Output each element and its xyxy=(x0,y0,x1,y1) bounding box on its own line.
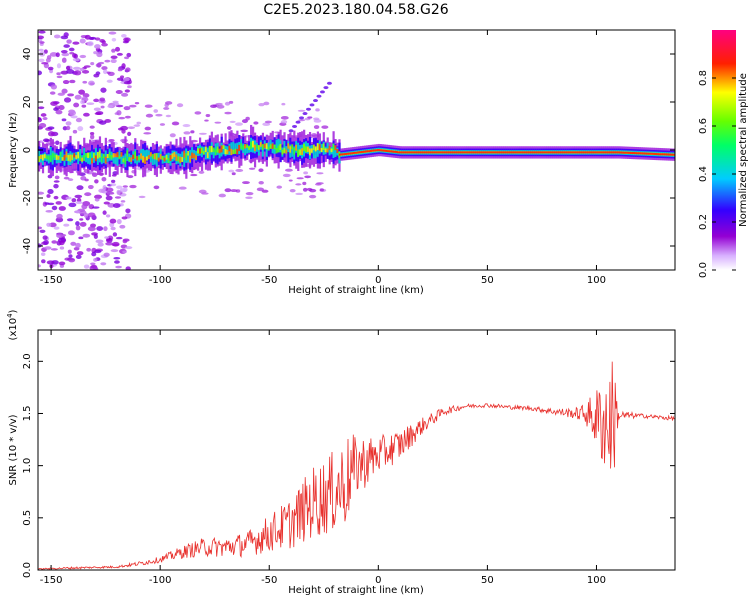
snr-axes-frame xyxy=(37,329,676,571)
spectrogram-x-tick-label: 100 xyxy=(587,275,606,286)
snr-x-tick-label: -150 xyxy=(40,575,63,586)
spectrogram-y-tick-label: -20 xyxy=(22,190,33,206)
spectrogram-x-tick-label: 50 xyxy=(481,275,494,286)
spectrogram-ridge-core xyxy=(338,148,675,156)
snr-x-tick-label: 100 xyxy=(587,575,606,586)
snr-x-tick-label: -50 xyxy=(261,575,277,586)
snr-y-tick-label: 2.0 xyxy=(22,353,33,369)
snr-y-tick-label: 0.0 xyxy=(22,562,33,578)
snr-y-tick-label: 1.5 xyxy=(22,406,33,422)
snr-y-tick-label: 1.0 xyxy=(22,458,33,474)
spectrogram-heatmap xyxy=(38,30,675,270)
snr-y-unit: (x104) xyxy=(6,309,19,340)
snr-y-tick-label: 0.5 xyxy=(22,510,33,526)
colorbar-tick-label: 0.0 xyxy=(698,262,709,278)
spectrogram-y-label: Frequency (Hz) xyxy=(8,112,19,188)
snr-series-line xyxy=(38,361,675,570)
colorbar-tick-label: 0.8 xyxy=(698,70,709,86)
snr-y-label: SNR (10 * v/v) xyxy=(8,414,19,485)
spectrogram-x-label: Height of straight line (km) xyxy=(288,285,424,296)
spectrogram-y-tick-label: 40 xyxy=(22,48,33,61)
snr-panel: -150 -100 -50 0 50 100 0.0 0.5 1.0 1.5 2.0 Height… xyxy=(6,309,676,596)
snr-x-tick-label: 0 xyxy=(375,575,381,586)
spectrogram-y-ticks: -40 -20 0 20 40 xyxy=(22,48,675,254)
snr-x-tick-label: -100 xyxy=(149,575,172,586)
colorbar: 0.0 0.2 0.4 0.6 0.8 Normalized spectral ampl… xyxy=(698,30,749,278)
spectrogram-y-tick-label: 0 xyxy=(22,147,33,153)
spectrogram-x-ticks: -150 -100 -50 0 50 100 xyxy=(40,30,606,286)
colorbar-tick-label: 0.4 xyxy=(698,166,709,182)
spectrogram-x-tick-label: -50 xyxy=(261,275,277,286)
spectrogram-panel: -150 -100 -50 0 50 100 -40 -20 0 20 40 Height of … xyxy=(8,29,676,296)
snr-x-tick-label: 50 xyxy=(481,575,494,586)
figure-title: C2E5.2023.180.04.58.G26 xyxy=(263,2,448,18)
spectrogram-x-tick-label: -150 xyxy=(40,275,63,286)
spectrogram-y-tick-label: 20 xyxy=(22,96,33,109)
snr-y-ticks: 0.0 0.5 1.0 1.5 2.0 xyxy=(22,353,675,578)
spectrogram-x-tick-label: 0 xyxy=(375,275,381,286)
spectrogram-x-tick-label: -100 xyxy=(149,275,172,286)
snr-x-ticks: -150 -100 -50 0 50 100 xyxy=(40,330,606,586)
colorbar-tick-label: 0.2 xyxy=(698,214,709,230)
spectrogram-y-tick-label: -40 xyxy=(22,238,33,254)
colorbar-label: Normalized spectral amplitude xyxy=(738,73,749,227)
colorbar-ticks: 0.0 0.2 0.4 0.6 0.8 xyxy=(698,70,736,278)
colorbar-tick-label: 0.6 xyxy=(698,118,709,134)
colorbar-gradient xyxy=(712,30,736,270)
snr-x-label: Height of straight line (km) xyxy=(288,585,424,596)
